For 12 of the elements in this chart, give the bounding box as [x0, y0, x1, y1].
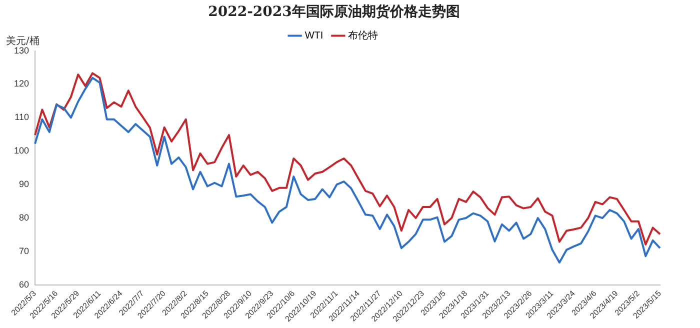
y-tick-label: 90 [19, 179, 30, 190]
y-tick-label: 100 [14, 146, 30, 156]
y-tick-label: 130 [14, 45, 30, 56]
y-tick-label: 60 [19, 279, 30, 290]
chart-title: 2022-2023年国际原油期货价格走势图 [208, 4, 460, 20]
y-tick-label: 120 [14, 78, 30, 89]
y-axis-title: 美元/桶 [6, 34, 40, 47]
y-tick-label: 110 [14, 112, 30, 122]
y-tick-label: 80 [19, 212, 30, 222]
legend-label: 布伦特 [348, 30, 378, 42]
y-tick-label: 70 [19, 246, 30, 256]
legend-label: WTI [304, 30, 324, 42]
